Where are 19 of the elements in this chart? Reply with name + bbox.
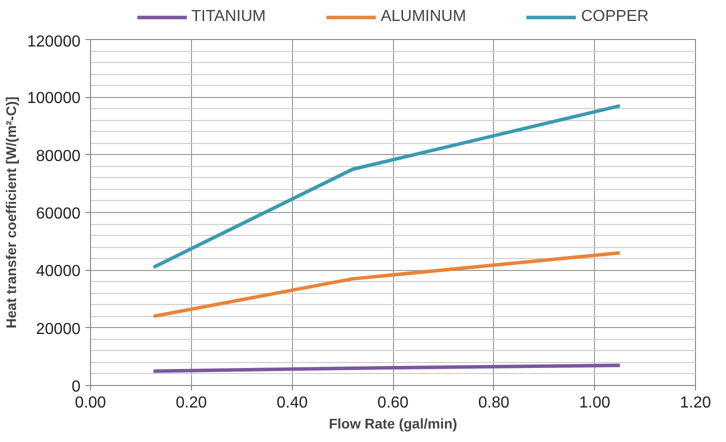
x-axis-title: Flow Rate (gal/min) [328, 416, 458, 432]
x-tick-label: 0.60 [377, 394, 409, 412]
y-tick-label: 60000 [36, 206, 81, 222]
x-tick-label: 0.80 [478, 394, 510, 412]
legend-label: ALUMINUM [380, 8, 466, 26]
legend-label: TITANIUM [191, 8, 266, 26]
y-tick-label: 0 [72, 378, 81, 396]
y-tick-label: 20000 [36, 320, 81, 338]
x-tick-label: 1.00 [579, 394, 610, 412]
x-tick-label: 1.20 [680, 394, 712, 412]
y-tick-label: 100000 [27, 90, 81, 108]
legend-label: COPPER [581, 8, 649, 26]
x-tick-label: 0.20 [176, 394, 208, 412]
x-tick-label: 0.00 [74, 394, 106, 412]
x-tick-label: 0.40 [276, 394, 308, 412]
y-tick-label: 80000 [36, 148, 81, 165]
y-tick-label: 120000 [27, 34, 81, 50]
y-tick-label: 40000 [36, 263, 81, 280]
y-axis-title: Heat transfer coefficient [W/(m²-C)] [3, 96, 20, 328]
